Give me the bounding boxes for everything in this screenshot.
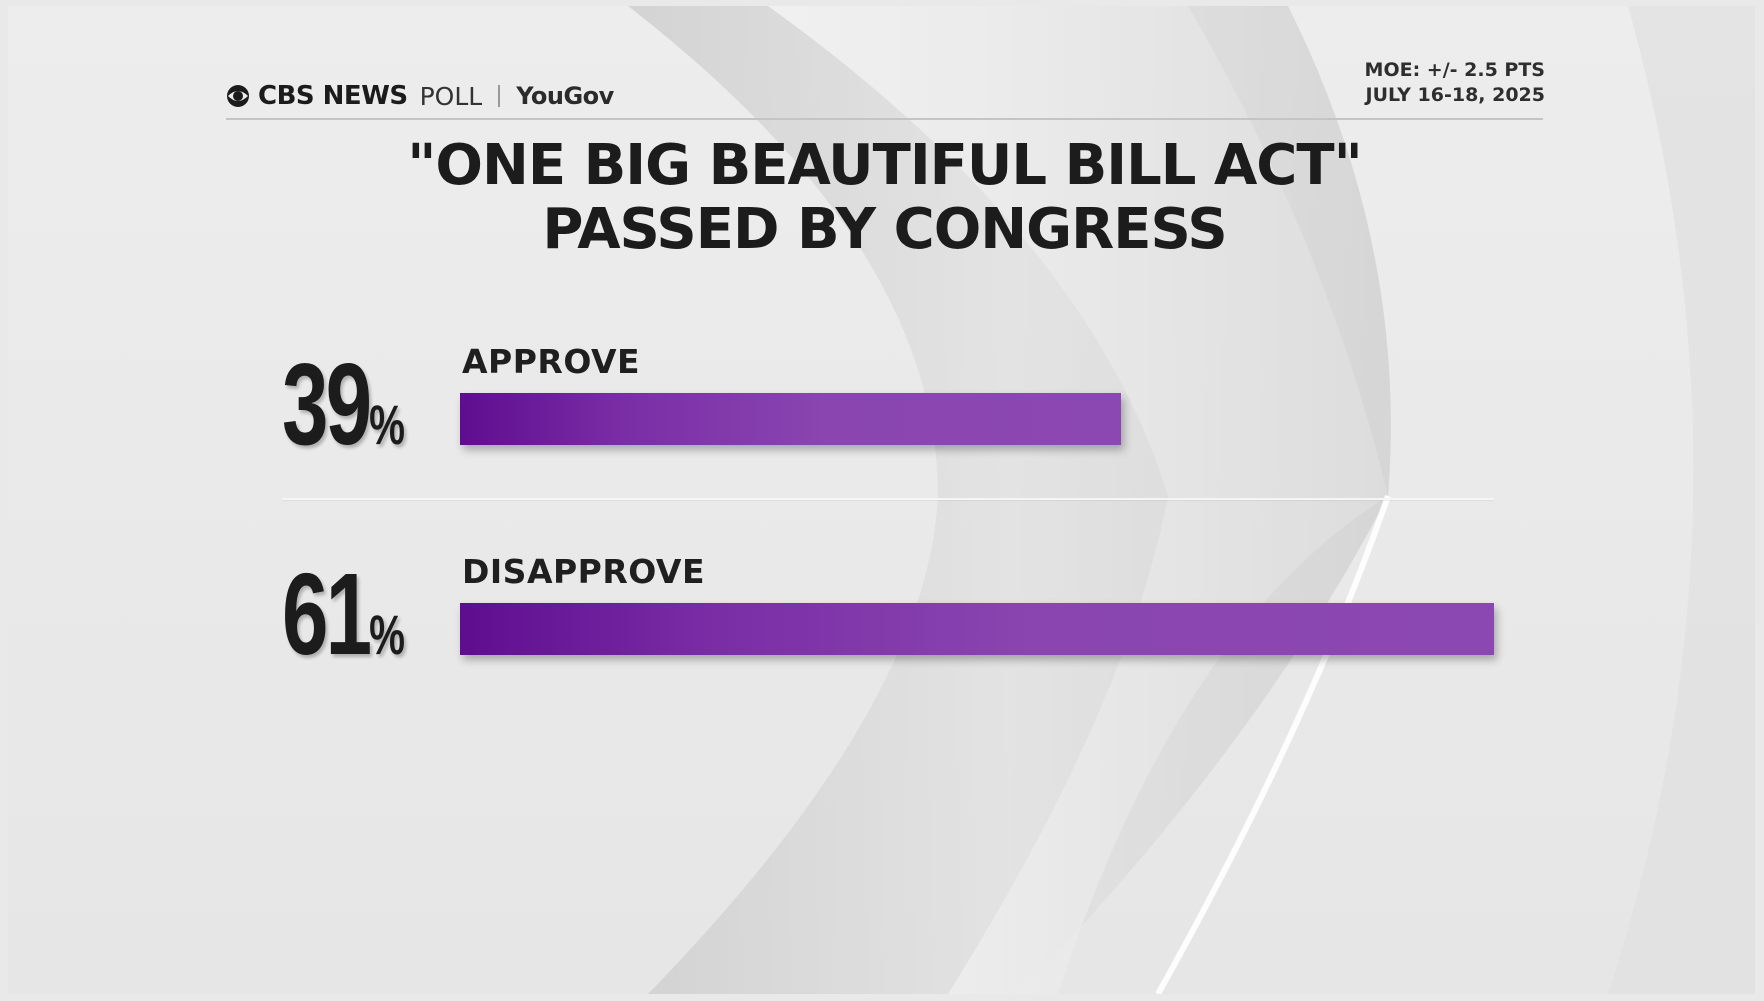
category-label-disapprove: DISAPPROVE: [462, 552, 706, 591]
margin-of-error: MOE: +/- 2.5 PTS: [1364, 59, 1545, 81]
value-unit: %: [369, 603, 405, 666]
value-unit: %: [369, 393, 405, 456]
brand-poll: POLL: [419, 81, 483, 111]
value-label-disapprove: 61%: [282, 556, 405, 672]
row-divider: [282, 498, 1494, 500]
chart-title-block: "ONE BIG BEAUTIFUL BILL ACT" PASSED BY C…: [226, 134, 1543, 262]
bar-approve: [460, 393, 1121, 445]
chart-graphic: CBS NEWS POLL YouGov MOE: +/- 2.5 PTS JU…: [8, 6, 1755, 994]
chart-title: "ONE BIG BEAUTIFUL BILL ACT": [407, 133, 1363, 198]
brand-logo: CBS NEWS POLL YouGov: [226, 76, 614, 116]
cbs-eye-icon: [227, 85, 249, 107]
brand-cbs-news: CBS NEWS: [258, 81, 408, 111]
bar-disapprove: [460, 603, 1494, 655]
category-label-approve: APPROVE: [462, 342, 641, 381]
brand-yougov: YouGov: [516, 82, 614, 110]
value-number: 61: [282, 549, 372, 679]
poll-info: MOE: +/- 2.5 PTS JULY 16-18, 2025: [1365, 58, 1545, 108]
value-label-approve: 39%: [282, 346, 405, 462]
value-number: 39: [282, 339, 372, 469]
brand-separator: [498, 85, 501, 107]
background-swoosh: [628, 6, 1755, 994]
header-rule: [226, 118, 1543, 120]
chart-subtitle: PASSED BY CONGRESS: [542, 197, 1227, 262]
poll-dates: JULY 16-18, 2025: [1365, 84, 1546, 106]
